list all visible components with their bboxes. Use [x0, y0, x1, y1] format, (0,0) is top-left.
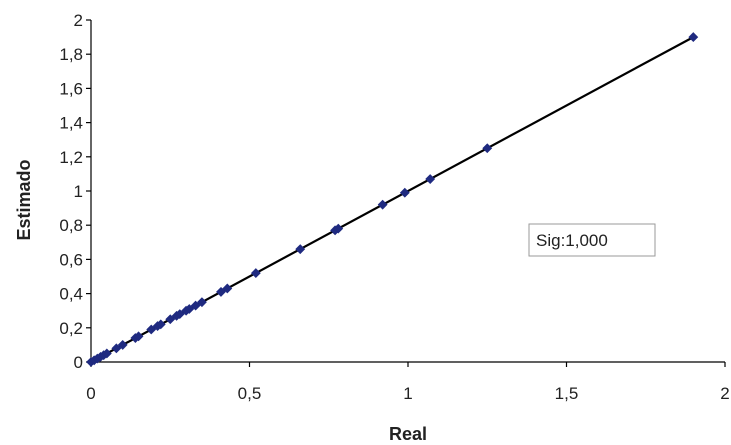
data-point [425, 174, 436, 184]
data-point [184, 304, 195, 314]
y-tick-label: 0,6 [59, 250, 83, 269]
y-tick-label: 0 [74, 353, 83, 372]
data-point [688, 32, 699, 43]
data-point [111, 343, 122, 354]
data-point [222, 283, 233, 294]
data-point [101, 348, 112, 359]
data-point [117, 339, 128, 350]
data-point [190, 300, 201, 311]
y-tick-label: 0,4 [59, 285, 83, 304]
data-point [216, 286, 226, 297]
x-tick-label: 2 [720, 384, 729, 403]
data-point [165, 314, 176, 325]
y-tick-label: 2 [74, 11, 83, 30]
data-point [399, 187, 410, 198]
data-point [197, 297, 207, 308]
x-tick-label: 1 [403, 384, 412, 403]
annotation-box: Sig:1,000 [528, 223, 656, 257]
data-point [333, 223, 344, 234]
data-point [250, 268, 261, 279]
data-point [174, 309, 185, 320]
x-axis-ticks: 0 0,5 1 1,5 2 [86, 362, 730, 403]
data-point [295, 244, 306, 255]
data-point [133, 331, 144, 342]
y-tick-label: 1,8 [59, 45, 83, 64]
data-point [482, 143, 493, 154]
data-points [86, 32, 699, 367]
y-axis-title: Estimado [14, 159, 34, 240]
y-tick-label: 1,6 [59, 79, 83, 98]
x-tick-label: 0,5 [238, 384, 262, 403]
y-tick-label: 1 [74, 182, 83, 201]
annotation-text: Sig:1,000 [536, 231, 608, 250]
x-tick-label: 0 [86, 384, 95, 403]
data-point [146, 324, 157, 335]
y-tick-label: 0,2 [59, 319, 83, 338]
x-tick-label: 1,5 [555, 384, 579, 403]
y-tick-label: 1,4 [59, 114, 83, 133]
y-tick-label: 0,8 [59, 216, 83, 235]
y-axis-ticks: 0 0,2 0,4 0,6 0,8 1 1,2 1,4 1,6 1,8 2 [59, 11, 91, 372]
data-point [155, 319, 166, 330]
y-tick-label: 1,2 [59, 148, 83, 167]
x-axis-title: Real [389, 424, 427, 444]
data-point [377, 199, 388, 210]
